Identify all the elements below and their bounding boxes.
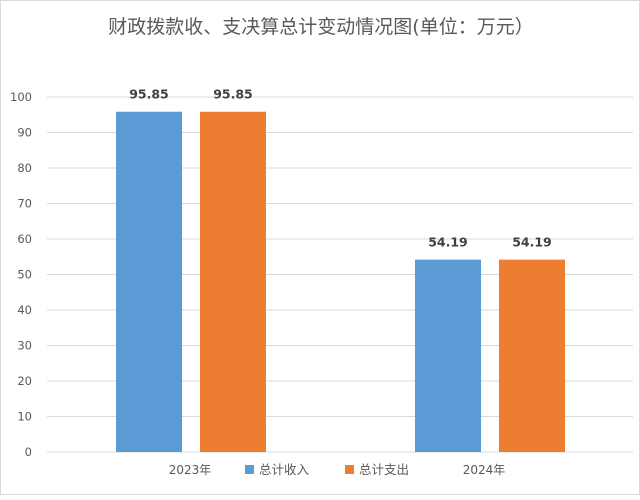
bar-income-0 bbox=[116, 111, 182, 453]
x-tick-label: 2024年 bbox=[463, 463, 506, 477]
bar-income-1 bbox=[415, 259, 481, 452]
legend-label: 总计收入 bbox=[259, 462, 310, 477]
legend: 总计收入 总计支出 bbox=[245, 462, 409, 477]
y-tick-label: 0 bbox=[25, 445, 32, 459]
data-label: 54.19 bbox=[512, 235, 552, 250]
data-label: 95.85 bbox=[213, 87, 253, 102]
x-axis-ticks: 2023年 2024年 bbox=[169, 463, 506, 477]
legend-swatch bbox=[345, 465, 354, 474]
legend-label: 总计支出 bbox=[359, 462, 409, 477]
chart-title: 财政拨款收、支决算总计变动情况图(单位：万元） bbox=[108, 16, 533, 38]
y-tick-label: 80 bbox=[17, 161, 32, 175]
y-tick-label: 100 bbox=[10, 90, 32, 104]
y-tick-label: 30 bbox=[17, 339, 32, 353]
bar-expense-1 bbox=[499, 259, 565, 452]
bar-expense-0 bbox=[200, 111, 266, 453]
x-tick-label: 2023年 bbox=[169, 463, 212, 477]
y-tick-label: 60 bbox=[17, 232, 32, 246]
y-tick-label: 50 bbox=[17, 268, 32, 282]
y-tick-label: 20 bbox=[17, 374, 32, 388]
y-tick-label: 40 bbox=[17, 303, 32, 317]
data-label: 95.85 bbox=[129, 87, 169, 102]
legend-swatch bbox=[245, 465, 254, 474]
y-tick-label: 70 bbox=[17, 197, 32, 211]
data-labels: 95.85 54.19 95.85 54.19 bbox=[129, 87, 552, 250]
data-label: 54.19 bbox=[428, 235, 468, 250]
bars bbox=[116, 111, 565, 453]
y-tick-label: 10 bbox=[17, 410, 32, 424]
y-axis-ticks: 0 10 20 30 40 50 60 70 80 90 100 bbox=[10, 90, 32, 459]
y-tick-label: 90 bbox=[17, 126, 32, 140]
